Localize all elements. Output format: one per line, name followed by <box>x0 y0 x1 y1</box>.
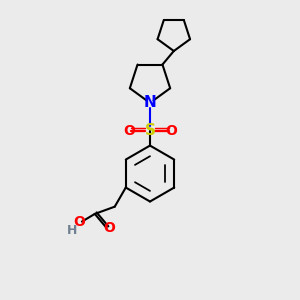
Text: S: S <box>145 123 155 138</box>
Text: O: O <box>123 124 135 138</box>
Text: N: N <box>144 95 156 110</box>
Text: O: O <box>165 124 177 138</box>
Text: H: H <box>67 224 78 237</box>
Text: O: O <box>73 215 85 230</box>
Text: O: O <box>103 221 115 235</box>
